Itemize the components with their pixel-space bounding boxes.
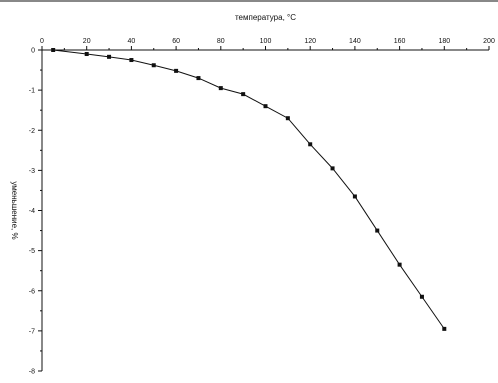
x-tick-label: 100 bbox=[260, 38, 272, 45]
y-tick-label: 0 bbox=[31, 48, 35, 55]
y-axis-title: уменьшение, % bbox=[10, 181, 19, 239]
x-tick-label: 200 bbox=[483, 38, 495, 45]
data-point bbox=[330, 166, 335, 171]
data-point bbox=[375, 228, 380, 233]
x-tick-label: 20 bbox=[83, 38, 91, 45]
data-point bbox=[442, 326, 447, 331]
data-point bbox=[419, 294, 424, 299]
x-tick-label: 0 bbox=[40, 38, 44, 45]
x-tick-label: 180 bbox=[438, 38, 450, 45]
x-tick-label: 160 bbox=[394, 38, 406, 45]
y-tick-label: -2 bbox=[29, 128, 35, 135]
x-tick-label: 60 bbox=[172, 38, 180, 45]
data-point bbox=[151, 63, 156, 68]
data-point bbox=[129, 58, 134, 63]
y-tick-label: -7 bbox=[29, 328, 35, 335]
y-tick-label: -4 bbox=[29, 208, 35, 215]
data-point bbox=[218, 86, 223, 91]
y-tick-label: -5 bbox=[29, 248, 35, 255]
data-point bbox=[263, 104, 268, 109]
y-tick-label: -8 bbox=[29, 369, 35, 376]
x-tick-label: 140 bbox=[349, 38, 361, 45]
data-point bbox=[84, 52, 89, 57]
y-tick-label: -3 bbox=[29, 168, 35, 175]
data-point bbox=[308, 142, 313, 147]
x-tick-label: 80 bbox=[217, 38, 225, 45]
data-point bbox=[196, 76, 201, 81]
data-point bbox=[107, 54, 112, 59]
data-point bbox=[241, 92, 246, 97]
x-tick-label: 40 bbox=[128, 38, 136, 45]
data-point bbox=[397, 262, 402, 267]
data-point bbox=[174, 68, 179, 73]
y-tick-label: -6 bbox=[29, 288, 35, 295]
plot-layer: 0 20 40 60 80 100 120 140 160 180 200 0 -1 -2 -3 -4 -5 -6… bbox=[10, 13, 495, 376]
series-line bbox=[53, 49, 445, 330]
data-point bbox=[285, 116, 290, 121]
x-axis-title: температура, °C bbox=[235, 13, 296, 22]
data-point bbox=[352, 194, 357, 199]
y-tick-label: -1 bbox=[29, 88, 35, 95]
x-tick-label: 120 bbox=[304, 38, 316, 45]
data-point bbox=[51, 48, 56, 52]
